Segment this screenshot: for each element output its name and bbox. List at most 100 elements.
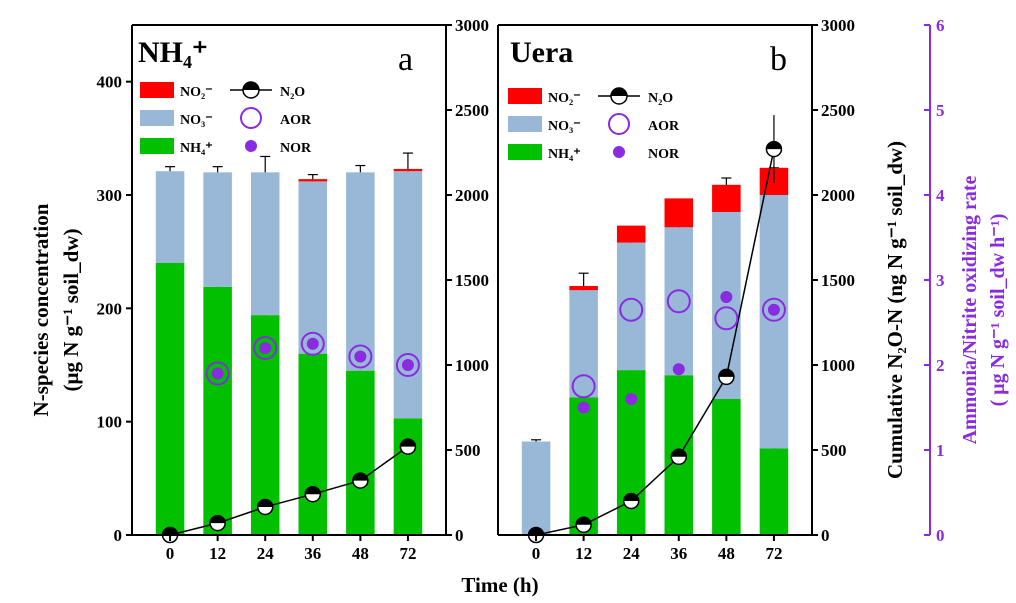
b-legend-nor-marker xyxy=(613,146,625,158)
a-legend-no3-label: NO₃⁻ xyxy=(180,113,213,128)
b-n2o-point-72-fill xyxy=(766,142,781,150)
b-bar-no2-12 xyxy=(569,286,598,290)
a-bar-nh4-0 xyxy=(156,263,185,535)
a-legend-n2o-label: N₂O xyxy=(280,85,305,100)
a-nor-point-48 xyxy=(354,351,366,363)
a-bar-no3-0 xyxy=(156,171,185,263)
a-bar-nh4-72 xyxy=(394,418,423,535)
x-axis-label: Time (h) xyxy=(461,573,538,597)
a-bar-no3-36 xyxy=(299,181,328,353)
a-n2o-point-12 xyxy=(210,516,225,531)
a-nor-point-36 xyxy=(307,338,319,350)
a-panel-letter: a xyxy=(398,41,413,78)
a-nor-point-12 xyxy=(212,368,224,380)
a-nor-point-72 xyxy=(402,359,414,371)
b-mid-tick-label-0: 0 xyxy=(821,526,830,545)
a-right-tick-label-2000: 2000 xyxy=(455,186,489,205)
a-right-tick-label-1000: 1000 xyxy=(455,356,489,375)
a-n2o-point-36 xyxy=(305,487,320,502)
b-nor-point-72 xyxy=(768,304,780,316)
a-bar-nh4-48 xyxy=(346,371,375,535)
a-x-tick-label-0: 0 xyxy=(166,544,175,563)
a-right-tick-label-0: 0 xyxy=(455,526,464,545)
a-bar-no3-12 xyxy=(203,172,232,286)
b-bar-no3-0 xyxy=(522,442,551,536)
a-panel-title: NH₄⁺ xyxy=(138,36,208,69)
b-legend-nh4-label: NH₄⁺ xyxy=(548,147,581,162)
b-legend-aor-label: AOR xyxy=(648,119,680,134)
a-left-tick-label-400: 400 xyxy=(97,73,123,92)
a-bar-nh4-36 xyxy=(299,354,328,535)
mid-axis-label: Cumulative N₂O-N (ng N g⁻¹ soil_dw) xyxy=(883,141,907,479)
a-bar-no2-72 xyxy=(394,169,423,171)
b-mid-tick-label-3000: 3000 xyxy=(821,16,855,35)
a-legend-n2o-marker xyxy=(243,82,259,98)
b-n2o-point-36 xyxy=(671,449,686,464)
b-x-tick-label-24: 24 xyxy=(623,544,641,563)
a-x-tick-label-12: 12 xyxy=(209,544,226,563)
left-axis-label-line2: (μg N g⁻¹ soil_dw) xyxy=(59,229,83,392)
a-right-tick-label-500: 500 xyxy=(455,441,481,460)
a-bar-no2-36 xyxy=(299,179,328,181)
b-panel-title: Uera xyxy=(510,36,573,69)
b-purple-tick-label-4: 4 xyxy=(936,186,945,205)
b-x-tick-label-48: 48 xyxy=(718,544,735,563)
a-legend-aor-label: AOR xyxy=(280,113,312,128)
b-mid-tick-label-2500: 2500 xyxy=(821,101,855,120)
a-legend-n2o-marker-fill xyxy=(243,82,259,90)
a-bar-no3-72 xyxy=(394,171,423,418)
right-axis-label-line2: ( μg N g⁻¹ soil_dw h⁻¹) xyxy=(987,214,1009,407)
left-axis-label-line1: N-species concentration xyxy=(29,203,53,416)
a-legend-nor-marker xyxy=(245,140,257,152)
a-legend-no3-swatch xyxy=(140,110,174,126)
b-nor-point-24 xyxy=(625,393,637,405)
a-left-tick-label-200: 200 xyxy=(97,299,123,318)
a-legend-nh4-swatch xyxy=(140,138,174,154)
b-legend-nor-label: NOR xyxy=(648,147,680,162)
a-legend-no2-swatch xyxy=(140,82,174,98)
a-n2o-point-72 xyxy=(400,439,415,454)
a-bar-nh4-12 xyxy=(203,287,232,535)
b-purple-tick-label-1: 1 xyxy=(936,441,945,460)
b-nor-point-36 xyxy=(673,363,685,375)
b-n2o-point-72 xyxy=(766,142,781,157)
a-right-tick-label-1500: 1500 xyxy=(455,271,489,290)
a-x-tick-label-24: 24 xyxy=(257,544,275,563)
a-left-tick-label-300: 300 xyxy=(97,186,123,205)
b-n2o-point-12 xyxy=(576,517,591,532)
b-x-tick-label-72: 72 xyxy=(765,544,782,563)
a-n2o-point-24 xyxy=(258,499,273,514)
b-legend-n2o-label: N₂O xyxy=(648,91,673,106)
b-nor-point-12 xyxy=(578,402,590,414)
a-legend-nor-label: NOR xyxy=(280,141,312,156)
b-legend-no2-label: NO₂⁻ xyxy=(548,91,581,106)
b-purple-tick-label-5: 5 xyxy=(936,101,945,120)
a-x-tick-label-72: 72 xyxy=(399,544,416,563)
b-n2o-point-24 xyxy=(624,494,639,509)
b-legend-no2-swatch xyxy=(508,88,542,104)
a-x-tick-label-48: 48 xyxy=(352,544,369,563)
b-purple-tick-label-0: 0 xyxy=(936,526,945,545)
b-bar-no2-36 xyxy=(665,198,694,227)
b-mid-tick-label-2000: 2000 xyxy=(821,186,855,205)
a-legend-no2-label: NO₂⁻ xyxy=(180,85,213,100)
right-axis-label-line1: Ammonia/Nitrite oxidizing rate xyxy=(959,175,981,444)
a-left-tick-label-100: 100 xyxy=(97,413,123,432)
b-x-tick-label-12: 12 xyxy=(575,544,592,563)
a-x-tick-label-36: 36 xyxy=(304,544,321,563)
panel-a: 0 12 24 36 48 72 0 100 200 300 400 0 500 1000 1500 2000… xyxy=(97,16,490,563)
a-legend-nh4-label: NH₄⁺ xyxy=(180,141,213,156)
a-bar-no3-48 xyxy=(346,172,375,370)
b-x-tick-label-0: 0 xyxy=(532,544,541,563)
a-nor-point-24 xyxy=(259,342,271,354)
a-legend-aor-marker xyxy=(241,108,261,128)
b-mid-tick-label-500: 500 xyxy=(821,441,847,460)
b-bar-nh4-48 xyxy=(712,399,741,535)
b-legend-n2o-marker xyxy=(611,88,627,104)
b-bar-no3-36 xyxy=(665,227,694,375)
a-right-tick-label-2500: 2500 xyxy=(455,101,489,120)
b-purple-tick-label-3: 3 xyxy=(936,271,945,290)
b-legend-n2o-marker-fill xyxy=(611,88,627,96)
b-purple-tick-label-6: 6 xyxy=(936,16,945,35)
